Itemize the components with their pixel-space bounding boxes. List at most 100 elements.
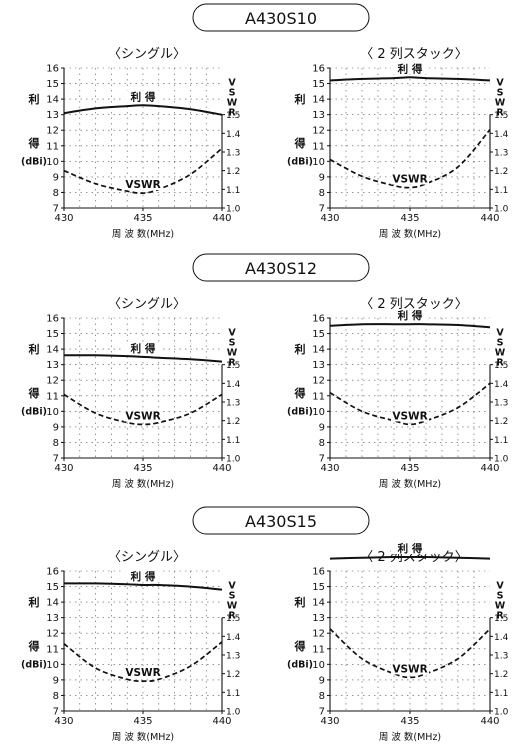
y2-axis-label-char: W: [495, 601, 506, 612]
x-axis-label: 周 波 数(MHz): [112, 478, 174, 490]
y2-tick-label: 1.2: [226, 167, 240, 177]
x-tick-label: 440: [212, 716, 231, 727]
series-label-bg: [391, 409, 429, 422]
y2-axis-label-char: W: [495, 348, 506, 359]
y-tick-label: 7: [53, 204, 59, 215]
y-tick-label: 7: [53, 454, 59, 465]
y2-axis-label-char: V: [228, 581, 236, 592]
x-tick-label: 435: [400, 213, 419, 224]
y-tick-label: 10: [312, 660, 325, 671]
y-tick-label: 14: [312, 95, 325, 106]
y-axis-label-unit: (dBi): [287, 659, 313, 670]
x-tick-label: 430: [54, 463, 73, 474]
y2-tick-label: 1.3: [494, 652, 508, 662]
series-label-gain: 利 得: [131, 90, 156, 103]
y-tick-label: 15: [46, 79, 59, 90]
y2-axis-label-char: R: [228, 108, 236, 119]
y-tick-label: 9: [319, 675, 325, 686]
series-line-vswr: [329, 628, 491, 679]
series-line-vswr: [63, 147, 223, 195]
x-axis-label: 周 波 数(MHz): [379, 478, 441, 490]
y2-tick-label: 1.3: [494, 399, 508, 409]
y2-tick-label: 1.3: [226, 399, 240, 409]
y-tick-label: 16: [312, 314, 325, 325]
y2-axis-label-char: S: [497, 338, 504, 349]
y-axis-label-char: 利: [29, 342, 40, 356]
y-tick-label: 7: [319, 707, 325, 718]
y2-tick-label: 1.2: [226, 670, 240, 680]
x-tick-label: 430: [54, 213, 73, 224]
y-tick-label: 9: [53, 422, 59, 433]
series-label-bg: [124, 90, 162, 103]
y2-axis-label-char: R: [228, 358, 236, 369]
y2-axis-label-char: V: [228, 328, 236, 339]
y2-axis-label-char: S: [229, 338, 236, 349]
series-label-gain: 利 得: [398, 542, 423, 555]
y-tick-label: 12: [46, 126, 59, 137]
y-tick-label: 9: [319, 422, 325, 433]
series-label-bg: [391, 309, 429, 322]
y-tick-label: 13: [312, 110, 325, 121]
y-tick-label: 15: [312, 79, 325, 90]
chart-panel-1: 〈 2 列スタック〉 7 8 9 10 11 12 13 14 15 16 1.0 1.1 1.2 1.3 1…: [287, 47, 509, 240]
y-axis-label-char: 得: [294, 136, 306, 150]
y-tick-label: 11: [312, 141, 325, 152]
y2-tick-label: 1.1: [494, 186, 508, 196]
y-axis-label-char: 利: [295, 342, 306, 356]
y2-tick-label: 1.3: [226, 652, 240, 662]
model-group-2: A430S15 〈シングル〉 7 8 9 10 11 12 13 14 15 16 1.0 1.1 1.2 1…: [21, 506, 509, 743]
y-tick-label: 7: [319, 204, 325, 215]
y2-axis-label-char: V: [496, 328, 504, 339]
x-tick-label: 440: [212, 463, 231, 474]
series-label-bg: [391, 662, 429, 675]
y-axis-label-char: 得: [294, 639, 306, 653]
chart-panel-2: 〈シングル〉 7 8 9 10 11 12 13 14 15 16 1.0 1.1 1.2 1.3 1.4 1.…: [21, 297, 241, 490]
chart-subtitle: 〈シングル〉: [108, 47, 186, 62]
y-tick-label: 16: [312, 64, 325, 75]
y2-axis-label-char: V: [228, 78, 236, 89]
x-axis-label: 周 波 数(MHz): [112, 228, 174, 240]
y-tick-label: 13: [312, 360, 325, 371]
y2-tick-label: 1.1: [226, 436, 240, 446]
chart-panel-0: 〈シングル〉 7 8 9 10 11 12 13 14 15 16 1.0 1.1 1.2 1.3 1.4 1.…: [21, 47, 241, 240]
y2-tick-label: 1.2: [494, 167, 508, 177]
series-label-bg: [124, 570, 162, 582]
y-tick-label: 8: [319, 188, 325, 199]
y-axis-label-unit: (dBi): [287, 156, 313, 167]
y-tick-label: 16: [46, 314, 59, 325]
chart-subtitle: 〈 2 列スタック〉: [360, 47, 468, 62]
model-title: A430S15: [245, 512, 317, 531]
y2-tick-label: 1.5: [226, 361, 240, 371]
series-label-bg: [124, 666, 162, 679]
y-tick-label: 8: [53, 438, 59, 449]
y2-tick-label: 1.3: [494, 149, 508, 159]
y2-axis-label-char: R: [496, 358, 504, 369]
series-label-bg: [124, 178, 162, 191]
y-tick-label: 14: [46, 598, 59, 609]
y2-tick-label: 1.1: [494, 436, 508, 446]
y-axis-label-char: 利: [295, 595, 306, 609]
y2-tick-label: 1.5: [494, 361, 508, 371]
y-axis-label-char: 利: [29, 595, 40, 609]
y-tick-label: 14: [312, 598, 325, 609]
series-label-bg: [391, 62, 429, 75]
y2-axis-label-char: R: [496, 611, 504, 622]
y2-tick-label: 1.2: [226, 417, 240, 427]
series-label-bg: [124, 341, 162, 354]
y2-tick-label: 1.2: [494, 417, 508, 427]
x-tick-label: 435: [133, 463, 152, 474]
series-label-gain: 利 得: [131, 342, 156, 355]
y2-axis-label-char: W: [227, 601, 238, 612]
y-tick-label: 9: [319, 172, 325, 183]
series-label-vswr: VSWR: [125, 667, 160, 679]
y2-tick-label: 1.1: [226, 689, 240, 699]
y-tick-label: 9: [53, 172, 59, 183]
y2-tick-label: 1.4: [494, 633, 509, 643]
y-tick-label: 10: [46, 157, 59, 168]
y-tick-label: 16: [46, 567, 59, 578]
y2-tick-label: 1.5: [226, 111, 240, 121]
x-tick-label: 435: [133, 716, 152, 727]
x-tick-label: 440: [212, 213, 231, 224]
x-tick-label: 430: [320, 213, 339, 224]
